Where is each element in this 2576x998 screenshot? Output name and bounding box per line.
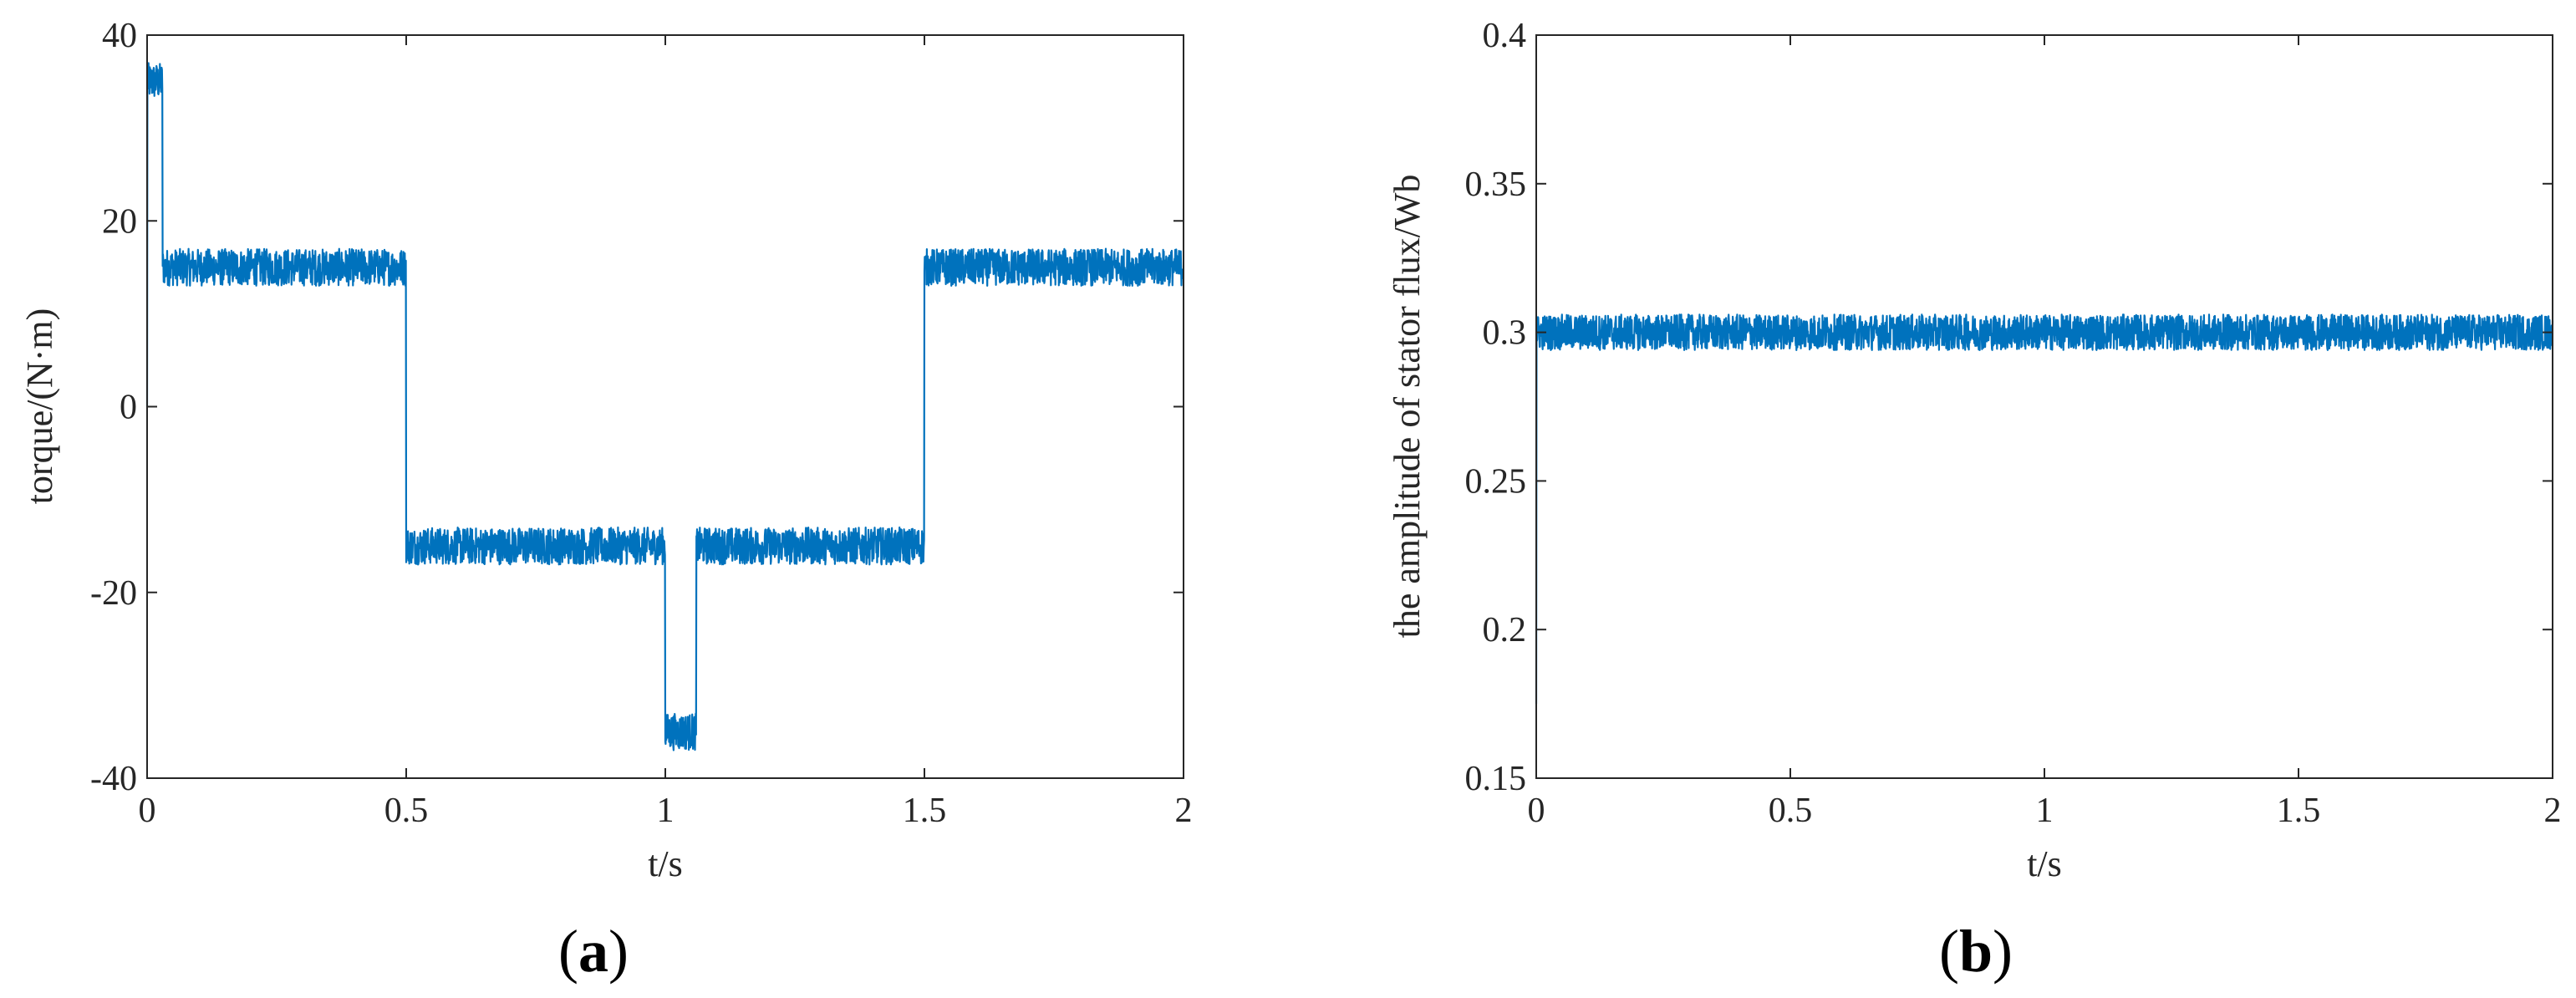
torque-chart: 0 0.5 1 1.5 2 -40 -20 0 20 40 t/s torque/(N·m) (… (19, 17, 1193, 985)
panel-label-a: (a) (558, 918, 629, 985)
torque-trace (145, 62, 1185, 751)
torque-x-tick-label: 1.5 (903, 792, 947, 830)
stator-flux-y-tick-label: 0.25 (1465, 462, 1527, 501)
stator-flux-chart: 0 0.5 1 1.5 2 0.15 0.2 0.25 0.3 0.35 0.4 t/s the … (1387, 17, 2562, 985)
torque-x-tick-label: 1 (657, 792, 675, 830)
stator-flux-x-tick-label: 1.5 (2277, 792, 2321, 830)
torque-y-tick-label: -40 (90, 760, 137, 798)
stator-flux-x-tick-label: 0 (1528, 792, 1545, 830)
stator-flux-axes-frame (1535, 34, 2553, 779)
torque-y-tick-label: 20 (102, 202, 137, 241)
torque-x-tick-label: 0 (139, 792, 156, 830)
stator-flux-y-tick-label: 0.2 (1483, 611, 1527, 649)
stator-flux-y-tick-label: 0.15 (1465, 760, 1527, 798)
stator-flux-y-axis-label: the amplitude of stator flux/Wb (1387, 175, 1428, 639)
stator-flux-x-axis-label: t/s (2027, 843, 2062, 884)
stator-flux-trace (1535, 313, 2554, 705)
stator-flux-x-tick-label: 0.5 (1769, 792, 1813, 830)
torque-y-axis-label: torque/(N·m) (19, 308, 60, 505)
stator-flux-x-tick-label: 1 (2036, 792, 2054, 830)
torque-y-tick-label: 0 (120, 389, 137, 427)
torque-x-tick-label: 0.5 (384, 792, 429, 830)
stator-flux-x-ticks: 0 0.5 1 1.5 2 (1528, 35, 2562, 830)
torque-x-ticks: 0 0.5 1 1.5 2 (139, 35, 1193, 830)
panel-label-b: (b) (1939, 918, 2013, 985)
stator-flux-y-ticks: 0.15 0.2 0.25 0.3 0.35 0.4 (1465, 17, 2553, 798)
stator-flux-y-tick-label: 0.3 (1483, 314, 1527, 353)
torque-x-tick-label: 2 (1175, 792, 1193, 830)
stator-flux-y-tick-label: 0.35 (1465, 165, 1527, 204)
stator-flux-x-tick-label: 2 (2544, 792, 2562, 830)
torque-x-axis-label: t/s (648, 843, 683, 884)
torque-y-ticks: -40 -20 0 20 40 (90, 17, 1184, 798)
torque-y-tick-label: 40 (102, 17, 137, 55)
torque-y-tick-label: -20 (90, 574, 137, 613)
stator-flux-y-tick-label: 0.4 (1483, 17, 1527, 55)
